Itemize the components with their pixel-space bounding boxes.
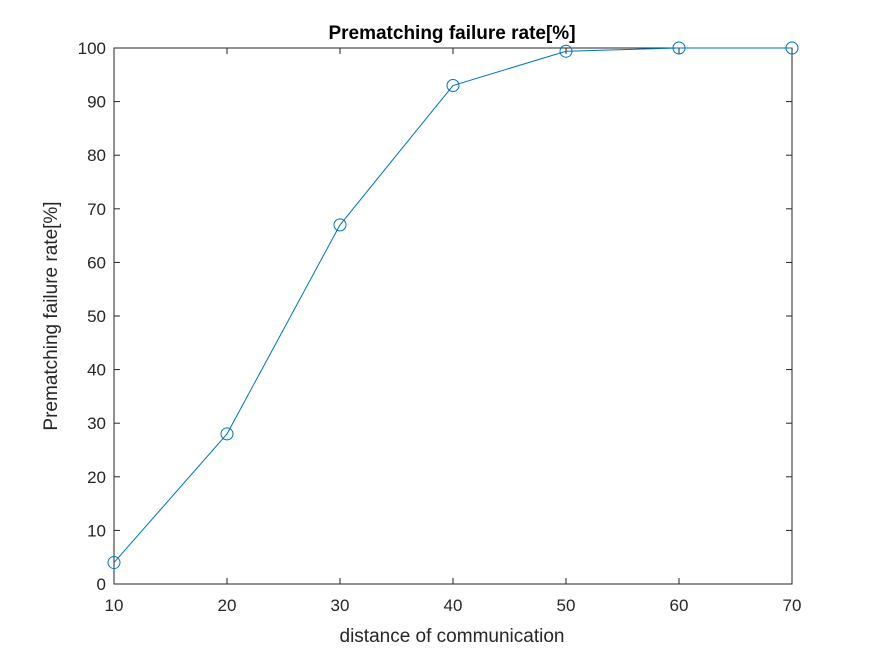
x-tick-label: 10 [105, 596, 124, 615]
y-tick-label: 10 [87, 521, 106, 540]
y-tick-label: 80 [87, 146, 106, 165]
y-axis-ticks: 0 10 20 30 40 50 60 70 80 90 100 [78, 39, 792, 594]
x-tick-label: 70 [783, 596, 802, 615]
y-tick-label: 50 [87, 307, 106, 326]
x-tick-label: 60 [670, 596, 689, 615]
y-tick-label: 40 [87, 361, 106, 380]
data-point-marker [672, 41, 686, 55]
x-tick-label: 20 [218, 596, 237, 615]
x-axis-label: distance of communication [340, 626, 565, 647]
plot-area-frame [113, 47, 793, 585]
x-tick-label: 40 [444, 596, 463, 615]
data-point-marker [220, 427, 234, 441]
y-tick-label: 60 [87, 253, 106, 272]
y-axis-label: Prematching failure rate[%] [41, 201, 62, 430]
y-tick-label: 30 [87, 414, 106, 433]
axes-box [113, 47, 793, 585]
y-tick-label: 90 [87, 93, 106, 112]
data-point-marker [559, 44, 573, 58]
y-tick-label: 20 [87, 468, 106, 487]
y-tick-label: 100 [78, 39, 106, 58]
data-point-marker [107, 556, 121, 570]
chart-title: Prematching failure rate[%] [328, 23, 575, 44]
y-tick-label: 0 [97, 575, 106, 594]
series-line [113, 47, 792, 563]
x-tick-label: 50 [557, 596, 576, 615]
x-axis-ticks: 10 20 30 40 50 60 70 [105, 48, 802, 615]
series-layer [107, 41, 799, 570]
data-point-marker [333, 218, 347, 232]
x-tick-label: 30 [331, 596, 350, 615]
y-tick-label: 70 [87, 200, 106, 219]
data-point-marker [446, 79, 460, 93]
data-point-marker [785, 41, 799, 55]
